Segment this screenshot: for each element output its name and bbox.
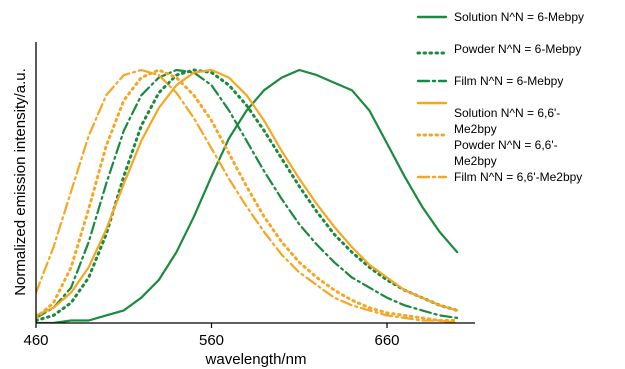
plot-area: 460 560 660 <box>23 42 475 349</box>
x-ticks: 460 560 660 <box>23 323 400 349</box>
series-layer <box>36 68 459 323</box>
legend-item-1: Solution N^N = 6-Mebpy <box>416 10 584 24</box>
legend-label: Solution N^N = 6-Mebpy <box>454 10 584 24</box>
series-line-6 <box>36 68 459 323</box>
legend-label: Film N^N = 6-Mebpy <box>454 74 563 88</box>
legend-item-3: Film N^N = 6-Mebpy <box>416 74 563 88</box>
legend-label: Powder N^N = 6-Mebpy <box>454 42 581 56</box>
series-line-4 <box>36 68 459 317</box>
series-line-1 <box>36 68 459 323</box>
legend: Solution N^N = 6-Mebpy Powder N^N = 6-Meb… <box>416 10 584 184</box>
legend-label: Me2bpy <box>454 154 497 168</box>
x-tick-label: 460 <box>23 332 48 349</box>
legend-label: Film N^N = 6,6'-Me2bpy <box>454 170 582 184</box>
legend-label: Me2bpy <box>454 122 497 136</box>
x-axis-label: wavelength/nm <box>205 351 307 368</box>
legend-label: Solution N^N = 6,6'- <box>454 106 560 120</box>
series-line-3 <box>36 68 459 319</box>
x-tick-label: 660 <box>374 332 399 349</box>
legend-item-6: Film N^N = 6,6'-Me2bpy <box>416 170 582 184</box>
legend-item-2: Powder N^N = 6-Mebpy <box>416 42 581 56</box>
legend-item-4: Solution N^N = 6,6'- Me2bpy <box>416 101 560 136</box>
y-axis-label: Normalized emission intensity/a.u. <box>12 68 29 296</box>
legend-label: Powder N^N = 6,6'- <box>454 138 558 152</box>
series-line-5 <box>36 68 459 322</box>
x-tick-label: 560 <box>199 332 224 349</box>
legend-item-5: Powder N^N = 6,6'- Me2bpy <box>416 133 558 168</box>
series-line-2 <box>36 68 459 322</box>
